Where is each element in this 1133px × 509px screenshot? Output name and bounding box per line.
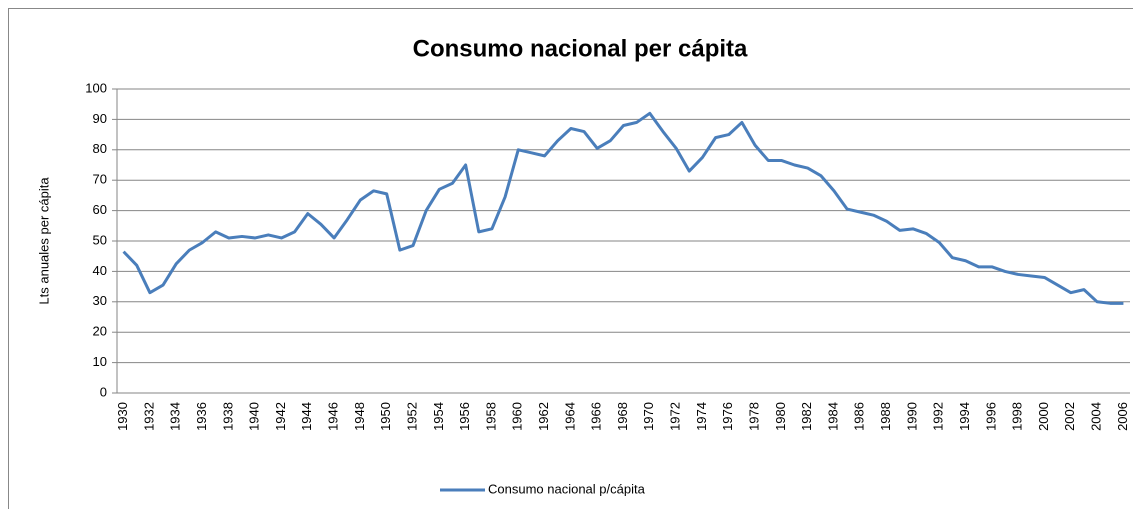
x-tick-label: 2000 bbox=[1036, 402, 1051, 431]
x-tick-label: 1938 bbox=[220, 402, 235, 431]
y-tick-label: 20 bbox=[93, 324, 107, 339]
y-tick-label: 70 bbox=[93, 172, 107, 187]
x-tick-label: 1946 bbox=[326, 402, 341, 431]
x-tick-label: 1968 bbox=[615, 402, 630, 431]
x-tick-label: 1964 bbox=[562, 402, 577, 431]
x-tick-label: 1932 bbox=[141, 402, 156, 431]
x-tick-label: 1970 bbox=[641, 402, 656, 431]
data-line bbox=[122, 111, 1124, 305]
x-tick-label: 1944 bbox=[299, 402, 314, 431]
x-tick-label: 1992 bbox=[931, 402, 946, 431]
x-tick-label: 1956 bbox=[457, 402, 472, 431]
chart-border bbox=[8, 8, 1133, 509]
legend-label: Consumo nacional p/cápita bbox=[488, 481, 646, 496]
y-tick-label: 10 bbox=[93, 354, 107, 369]
x-tick-label: 1940 bbox=[247, 402, 262, 431]
x-tick-label: 1962 bbox=[536, 402, 551, 431]
x-tick-label: 2004 bbox=[1089, 402, 1104, 431]
x-tick-label: 1980 bbox=[773, 402, 788, 431]
x-tick-label: 1988 bbox=[878, 402, 893, 431]
x-tick-label: 1954 bbox=[431, 402, 446, 431]
x-tick-label: 1958 bbox=[483, 402, 498, 431]
x-tick-label: 2002 bbox=[1062, 402, 1077, 431]
x-tick-label: 1936 bbox=[194, 402, 209, 431]
x-tick-label: 1978 bbox=[746, 402, 761, 431]
x-tick-label: 1960 bbox=[510, 402, 525, 431]
x-tick-label: 1942 bbox=[273, 402, 288, 431]
x-tick-label: 1982 bbox=[799, 402, 814, 431]
x-tick-label: 1984 bbox=[825, 402, 840, 431]
x-tick-label: 1934 bbox=[168, 402, 183, 431]
y-axis-label: Lts anuales per cápita bbox=[36, 177, 51, 305]
x-tick-label: 1930 bbox=[115, 402, 130, 431]
x-tick-label: 1994 bbox=[957, 402, 972, 431]
y-tick-label: 0 bbox=[100, 384, 107, 399]
x-tick-label: 1990 bbox=[904, 402, 919, 431]
x-tick-label: 1996 bbox=[983, 402, 998, 431]
y-tick-label: 30 bbox=[93, 293, 107, 308]
x-tick-label: 1976 bbox=[720, 402, 735, 431]
x-tick-label: 1998 bbox=[1010, 402, 1025, 431]
x-tick-label: 1952 bbox=[404, 402, 419, 431]
y-tick-label: 80 bbox=[93, 141, 107, 156]
y-tick-label: 40 bbox=[93, 263, 107, 278]
y-tick-label: 50 bbox=[93, 232, 107, 247]
y-tick-label: 90 bbox=[93, 111, 107, 126]
x-tick-label: 2006 bbox=[1115, 402, 1130, 431]
x-tick-label: 1974 bbox=[694, 402, 709, 431]
x-tick-label: 1972 bbox=[668, 402, 683, 431]
y-tick-label: 100 bbox=[85, 80, 107, 95]
x-tick-label: 1986 bbox=[852, 402, 867, 431]
chart-title: Consumo nacional per cápita bbox=[413, 35, 748, 62]
x-tick-label: 1948 bbox=[352, 402, 367, 431]
x-tick-label: 1950 bbox=[378, 402, 393, 431]
y-tick-label: 60 bbox=[93, 202, 107, 217]
x-tick-label: 1966 bbox=[589, 402, 604, 431]
